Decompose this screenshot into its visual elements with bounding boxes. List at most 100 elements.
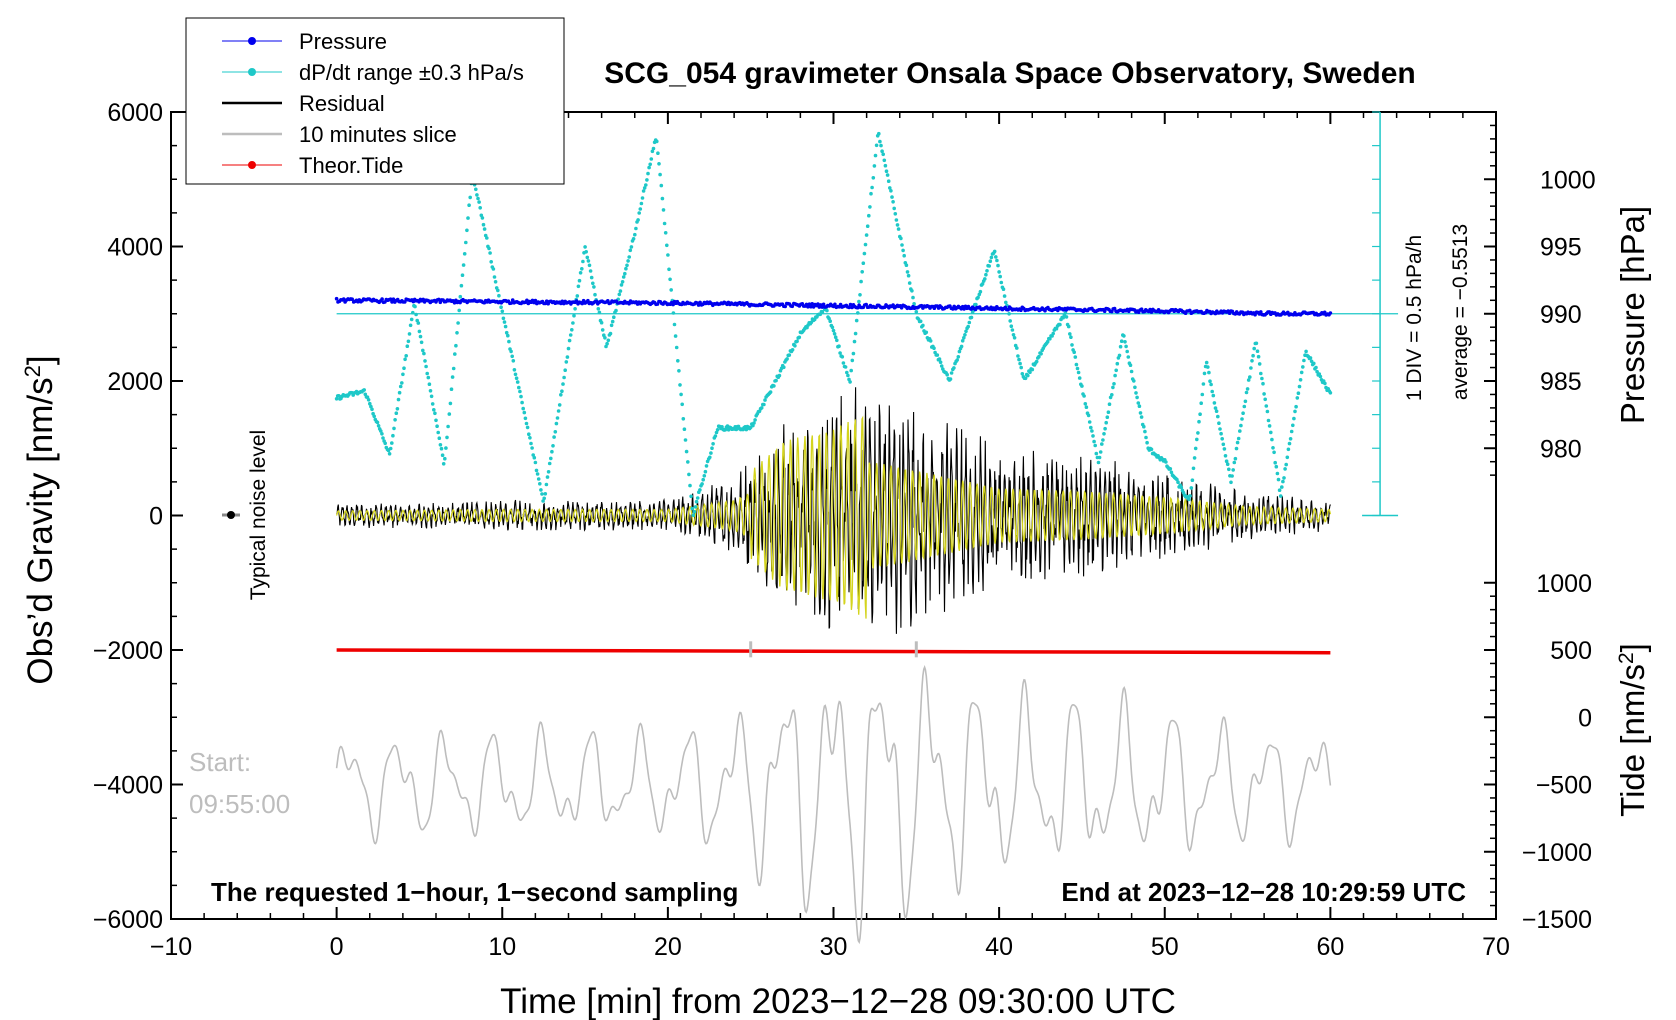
- dpdt-point: [441, 462, 446, 466]
- x-tick-label: 10: [488, 933, 516, 961]
- pressure-point: [1019, 308, 1023, 313]
- dpdt-point: [945, 372, 949, 377]
- axis-layer: −10 0 10 20 30 40 50 60 70 6000 4000 2000 0 −2000 −400…: [93, 99, 1596, 961]
- dpdt-point: [1091, 434, 1095, 438]
- dpdt-point: [860, 270, 864, 274]
- dpdt-point: [640, 196, 645, 200]
- dpdt-point: [787, 353, 792, 357]
- dpdt-point: [525, 425, 530, 430]
- dpdt-point: [863, 242, 868, 247]
- dpdt-point: [753, 418, 757, 422]
- dpdt-point: [1221, 442, 1226, 447]
- dpdt-point: [672, 322, 677, 327]
- dpdt-point: [555, 416, 560, 420]
- dpdt-point: [843, 365, 848, 369]
- dpdt-point: [884, 169, 889, 173]
- dpdt-point: [593, 292, 597, 297]
- dpdt-point: [565, 355, 570, 359]
- dpdt-point: [409, 317, 414, 322]
- dpdt-point: [1124, 344, 1128, 349]
- dpdt-point: [612, 315, 616, 320]
- legend-label: dP/dt range ±0.3 hPa/s: [299, 60, 524, 85]
- dpdt-point: [1097, 455, 1102, 460]
- dpdt-point: [1217, 421, 1221, 426]
- dpdt-point: [437, 436, 442, 441]
- dpdt-point: [1144, 435, 1148, 440]
- y-pressure-tick-label: 1000: [1540, 166, 1596, 194]
- dpdt-point: [621, 275, 626, 279]
- dpdt-point: [462, 252, 467, 256]
- dpdt-point: [828, 319, 832, 324]
- dpdt-point: [1283, 467, 1287, 471]
- dpdt-point: [576, 284, 581, 289]
- dpdt-point: [695, 496, 700, 500]
- dpdt-point: [1119, 339, 1124, 344]
- dpdt-point: [578, 271, 583, 275]
- pressure-point: [696, 303, 701, 307]
- dpdt-point: [1087, 420, 1092, 424]
- y-left-tick-label: 6000: [107, 99, 163, 127]
- pressure-point: [391, 297, 396, 302]
- dpdt-point: [1227, 467, 1231, 472]
- dpdt-point: [983, 277, 987, 281]
- dpdt-point: [460, 273, 465, 278]
- dpdt-point: [618, 289, 623, 293]
- start-label: Start:: [189, 747, 251, 777]
- dpdt-point: [870, 185, 874, 190]
- dpdt-point: [762, 402, 766, 407]
- dpdt-point: [1132, 379, 1136, 383]
- y-pressure-tick-label: 985: [1540, 368, 1582, 396]
- dpdt-point: [1112, 382, 1116, 386]
- y-tide-tick-label: 1000: [1536, 570, 1592, 598]
- dpdt-point: [831, 328, 836, 333]
- dpdt-point: [1273, 460, 1277, 465]
- dpdt-point: [566, 346, 571, 351]
- pressure-point: [586, 298, 590, 303]
- y-pressure-tick-label: 990: [1540, 301, 1582, 329]
- x-axis-label: Time [min] from 2023−12−28 09:30:00 UTC: [500, 982, 1176, 1020]
- dpdt-point: [752, 421, 756, 425]
- div-label: 1 DIV = 0.5 hPa/h: [1403, 235, 1426, 401]
- dpdt-point: [1115, 361, 1120, 366]
- dpdt-point: [663, 231, 668, 235]
- dpdt-point: [556, 409, 561, 413]
- dpdt-point: [1204, 360, 1209, 365]
- dpdt-point: [1176, 480, 1180, 485]
- dpdt-point: [1039, 352, 1043, 356]
- dpdt-point: [907, 281, 912, 285]
- dpdt-point: [928, 339, 933, 343]
- dpdt-point: [1301, 365, 1305, 369]
- pressure-point: [334, 296, 339, 301]
- dpdt-point: [397, 390, 402, 395]
- dpdt-point: [421, 348, 425, 353]
- dpdt-point: [987, 264, 991, 268]
- dpdt-point: [879, 143, 883, 148]
- dpdt-point: [1009, 324, 1014, 329]
- dpdt-point: [657, 162, 661, 166]
- dpdt-point: [872, 164, 877, 168]
- dpdt-point: [683, 438, 688, 442]
- dpdt-point: [1318, 374, 1323, 379]
- pressure-point: [525, 298, 529, 303]
- dpdt-point: [1143, 429, 1147, 434]
- dpdt-point: [488, 251, 492, 255]
- y-pressure-tick-label: 995: [1540, 234, 1582, 262]
- dpdt-point: [414, 312, 418, 317]
- dpdt-point: [408, 323, 413, 328]
- dpdt-point: [1256, 354, 1261, 359]
- dpdt-point: [1261, 381, 1265, 386]
- dpdt-point: [542, 496, 546, 501]
- dpdt-point: [368, 401, 372, 406]
- pressure-point: [671, 302, 675, 307]
- dpdt-point: [520, 400, 524, 405]
- dpdt-point: [418, 334, 423, 339]
- dpdt-point: [1230, 474, 1234, 478]
- average-label: average = −0.5513: [1449, 224, 1472, 400]
- chart-title: SCG_054 gravimeter Onsala Space Observat…: [604, 57, 1416, 90]
- dpdt-point: [400, 381, 404, 385]
- dpdt-point: [557, 403, 562, 407]
- dpdt-point: [1248, 375, 1252, 379]
- dpdt-point: [1142, 424, 1146, 429]
- dpdt-point: [850, 358, 855, 363]
- dpdt-point: [999, 280, 1004, 285]
